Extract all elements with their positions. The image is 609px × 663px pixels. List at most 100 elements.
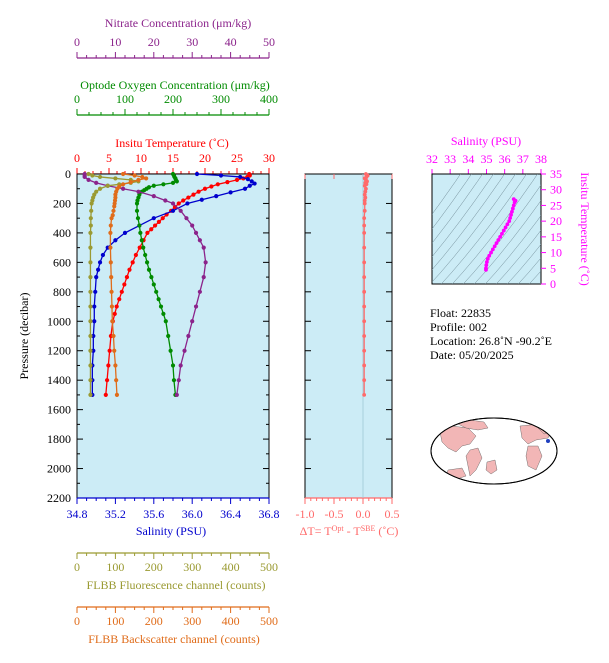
oxygen-point xyxy=(168,348,173,353)
oxygen-point xyxy=(143,252,148,258)
salinity-point xyxy=(247,183,252,188)
nitrate-axis-ticks: 0 10 20 30 40 50 xyxy=(74,35,275,59)
ts-point xyxy=(484,263,489,268)
ts-density-contour xyxy=(432,174,483,244)
ts-temperature-tick-label: 0 xyxy=(550,277,556,291)
fluorescence-tick-label: 400 xyxy=(222,560,240,574)
ts-salinity-tick-label: 36 xyxy=(499,152,511,166)
salinity-point xyxy=(238,174,243,180)
fluorescence-axis-ticks: 0 100 200 300 400 500 xyxy=(74,552,278,574)
fluorescence-tick-label: 300 xyxy=(183,560,201,574)
temperature-axis-label: Insitu Temperature (˚C) xyxy=(115,136,229,150)
fluorescence-point xyxy=(88,392,93,398)
delta-t-series xyxy=(362,172,370,498)
oxygen-tick-label: 300 xyxy=(212,92,230,106)
nitrate-point xyxy=(178,363,183,368)
pressure-tick-label: 400 xyxy=(53,226,71,240)
fluorescence-point xyxy=(88,260,93,265)
oxygen-tick-label: 100 xyxy=(116,92,134,106)
salinity-point xyxy=(91,333,96,339)
delta-t-point xyxy=(362,289,367,294)
delta-t-point xyxy=(363,195,368,200)
backscatter-tick-label: 500 xyxy=(260,614,278,628)
ts-point xyxy=(487,253,492,258)
nitrate-tick-label: 30 xyxy=(186,35,198,49)
backscatter-point xyxy=(112,204,117,209)
delta-t-point xyxy=(363,189,368,194)
salinity-point xyxy=(151,216,156,221)
temperature-point xyxy=(152,223,158,228)
oxygen-point xyxy=(134,208,140,213)
temperature-point xyxy=(149,227,154,232)
delta-t-point xyxy=(362,260,367,265)
delta-t-point xyxy=(362,393,367,397)
delta-t-point xyxy=(364,186,368,191)
ts-density-contour xyxy=(432,174,505,271)
temperature-tick-label: 20 xyxy=(199,151,211,165)
oxygen-point xyxy=(158,304,164,309)
backscatter-point xyxy=(108,223,113,228)
salinity-point xyxy=(170,208,176,213)
temperature-point xyxy=(209,184,214,189)
ts-diagram: Salinity (PSU) 32 33 34 35 36 37 38 0 510 15 20 25… xyxy=(426,134,592,291)
temperature-point xyxy=(176,201,181,206)
ts-point xyxy=(485,256,490,261)
delta-t-tick-label: -1.0 xyxy=(296,507,315,521)
nitrate-point xyxy=(203,260,208,265)
ts-point xyxy=(489,250,493,255)
temperature-point xyxy=(181,198,186,203)
backscatter-point xyxy=(132,173,137,178)
salinity-point xyxy=(122,230,128,236)
ts-salinity-tick-label: 37 xyxy=(517,152,529,166)
oxygen-tick-label: 400 xyxy=(260,92,278,106)
ts-point xyxy=(510,206,515,211)
oxygen-axis-ticks: 0 100 200 300 400 xyxy=(74,92,278,116)
ts-point xyxy=(511,197,516,202)
ts-temperature-tick-label: 10 xyxy=(550,246,562,260)
ts-density-contours xyxy=(432,174,541,284)
backscatter-point xyxy=(120,182,126,187)
fluorescence-point xyxy=(88,245,93,250)
ts-salinity-tick-label: 33 xyxy=(444,152,456,166)
pressure-tick-label: 2000 xyxy=(47,462,71,476)
oxygen-point xyxy=(151,282,156,287)
ts-point xyxy=(511,203,516,208)
fluorescence-point xyxy=(97,174,103,180)
salinity-point xyxy=(245,177,250,182)
ts-point xyxy=(490,247,495,252)
oxygen-point xyxy=(154,289,159,294)
backscatter-point xyxy=(110,319,115,324)
ts-point xyxy=(507,219,512,224)
ts-density-contour xyxy=(462,184,541,284)
nitrate-point xyxy=(190,223,195,228)
backscatter-point xyxy=(111,208,116,213)
oxygen-point xyxy=(137,223,142,228)
ts-point xyxy=(484,266,488,271)
delta-t-axis-label: ΔT= TOpt - TSBE (˚C) xyxy=(300,524,399,539)
temperature-point xyxy=(225,180,230,185)
backscatter-point xyxy=(108,245,113,250)
delta-t-plot-background xyxy=(304,173,393,499)
salinity-point xyxy=(249,179,254,184)
salinity-point xyxy=(93,289,98,294)
backscatter-axis-label: FLBB Backscatter channel (counts) xyxy=(88,632,260,646)
oxygen-point xyxy=(134,201,140,206)
temperature-point xyxy=(137,245,142,250)
backscatter-point xyxy=(114,392,120,398)
salinity-point xyxy=(92,304,97,309)
ts-point xyxy=(503,225,508,230)
ts-density-contour xyxy=(440,174,527,284)
fluorescence-point xyxy=(88,378,93,383)
pressure-tick-label: 0 xyxy=(65,167,71,181)
backscatter-tick-label: 0 xyxy=(74,614,80,628)
temperature-point xyxy=(215,182,220,187)
fluorescence-point xyxy=(88,319,93,324)
delta-t-point xyxy=(362,378,367,383)
ts-temperature-tick-label: 25 xyxy=(550,198,562,212)
float-position-marker xyxy=(546,439,550,443)
temperature-point xyxy=(119,289,124,294)
nitrate-point xyxy=(197,238,202,243)
nitrate-tick-label: 0 xyxy=(74,35,80,49)
ts-point xyxy=(501,228,506,233)
